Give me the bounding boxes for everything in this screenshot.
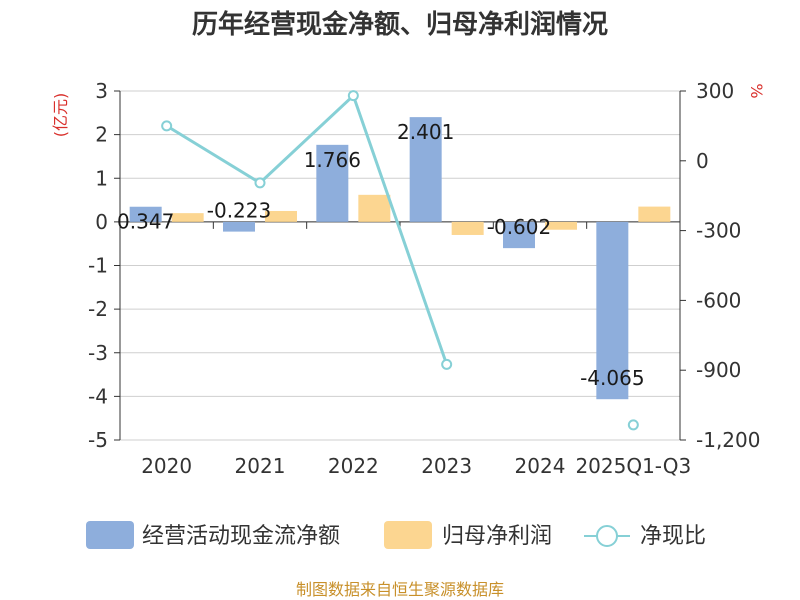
data-labels: 0.347 -0.223 1.766 2.401 -0.602 -4.065 <box>117 120 645 390</box>
left-axis: 3 2 1 0 -1 -2 -3 -4 -5 <box>88 79 121 452</box>
right-tick-label: -300 <box>696 219 741 243</box>
chart-title: 历年经营现金净额、归母净利润情况 <box>192 9 608 40</box>
legend-label-profit: 归母净利润 <box>442 524 552 549</box>
ratio-point <box>161 120 173 132</box>
left-tick-label: -2 <box>88 297 108 321</box>
ratio-point <box>441 358 453 370</box>
x-axis: 2020 2021 2022 2023 2024 2025Q1-Q3 <box>141 454 691 478</box>
bar-profit <box>638 206 671 222</box>
left-tick-label: 0 <box>95 210 108 234</box>
right-axis-unit: % <box>747 83 766 98</box>
left-tick-label: 2 <box>95 123 108 147</box>
ratio-point <box>254 177 266 189</box>
x-tick-label: 2023 <box>421 454 472 478</box>
data-label: -4.065 <box>580 366 644 390</box>
left-axis-unit: (亿元) <box>51 93 70 138</box>
legend-swatch-ratio-marker <box>596 525 618 547</box>
bar-cashflow <box>503 221 535 249</box>
x-tick-label: 2021 <box>235 454 286 478</box>
bar-profit <box>265 210 297 222</box>
legend-label-cashflow: 经营活动现金流净额 <box>142 524 340 549</box>
x-tick-label: 2024 <box>515 454 566 478</box>
bar-profit <box>171 213 204 222</box>
bar-cashflow <box>409 117 442 222</box>
ratio-line <box>161 90 639 431</box>
bar-profit <box>545 221 577 230</box>
ratio-point <box>347 90 359 102</box>
bar-profit <box>451 221 484 235</box>
x-tick-label: 2025Q1-Q3 <box>575 454 691 478</box>
left-tick-label: 3 <box>95 79 108 103</box>
right-tick-label: 300 <box>696 79 734 103</box>
bar-cashflow <box>316 144 349 222</box>
left-tick-label: 1 <box>95 166 108 190</box>
data-label: -0.602 <box>487 215 551 239</box>
left-tick-label: -5 <box>88 428 108 452</box>
data-label: -0.223 <box>207 199 271 223</box>
x-tick-label: 2022 <box>328 454 379 478</box>
right-tick-label: -600 <box>696 288 741 312</box>
legend-label-ratio: 净现比 <box>640 524 706 549</box>
right-tick-label: -900 <box>696 358 741 382</box>
bar-cashflow <box>596 221 629 400</box>
gridlines <box>120 90 680 441</box>
right-tick-label: 0 <box>696 149 709 173</box>
bar-cashflow <box>223 221 255 232</box>
legend-swatch-cashflow <box>86 521 134 549</box>
data-label: 2.401 <box>397 120 454 144</box>
bars <box>129 117 671 400</box>
ratio-line-segment <box>165 92 449 365</box>
left-tick-label: -1 <box>88 254 108 278</box>
bar-profit <box>358 194 391 222</box>
ratio-point <box>627 419 639 431</box>
left-tick-label: -4 <box>88 384 108 408</box>
legend-swatch-profit <box>384 521 432 549</box>
data-label: 0.347 <box>117 210 174 234</box>
data-source: 制图数据来自恒生聚源数据库 <box>296 580 504 599</box>
left-tick-label: -3 <box>88 341 108 365</box>
data-label: 1.766 <box>304 148 361 172</box>
bar-cashflow <box>129 206 162 222</box>
x-tick-label: 2020 <box>141 454 192 478</box>
right-axis: 300 0 -300 -600 -900 -1,200 <box>679 79 760 452</box>
legend: 经营活动现金流净额 归母净利润 净现比 <box>86 521 706 549</box>
right-tick-label: -1,200 <box>696 428 760 452</box>
